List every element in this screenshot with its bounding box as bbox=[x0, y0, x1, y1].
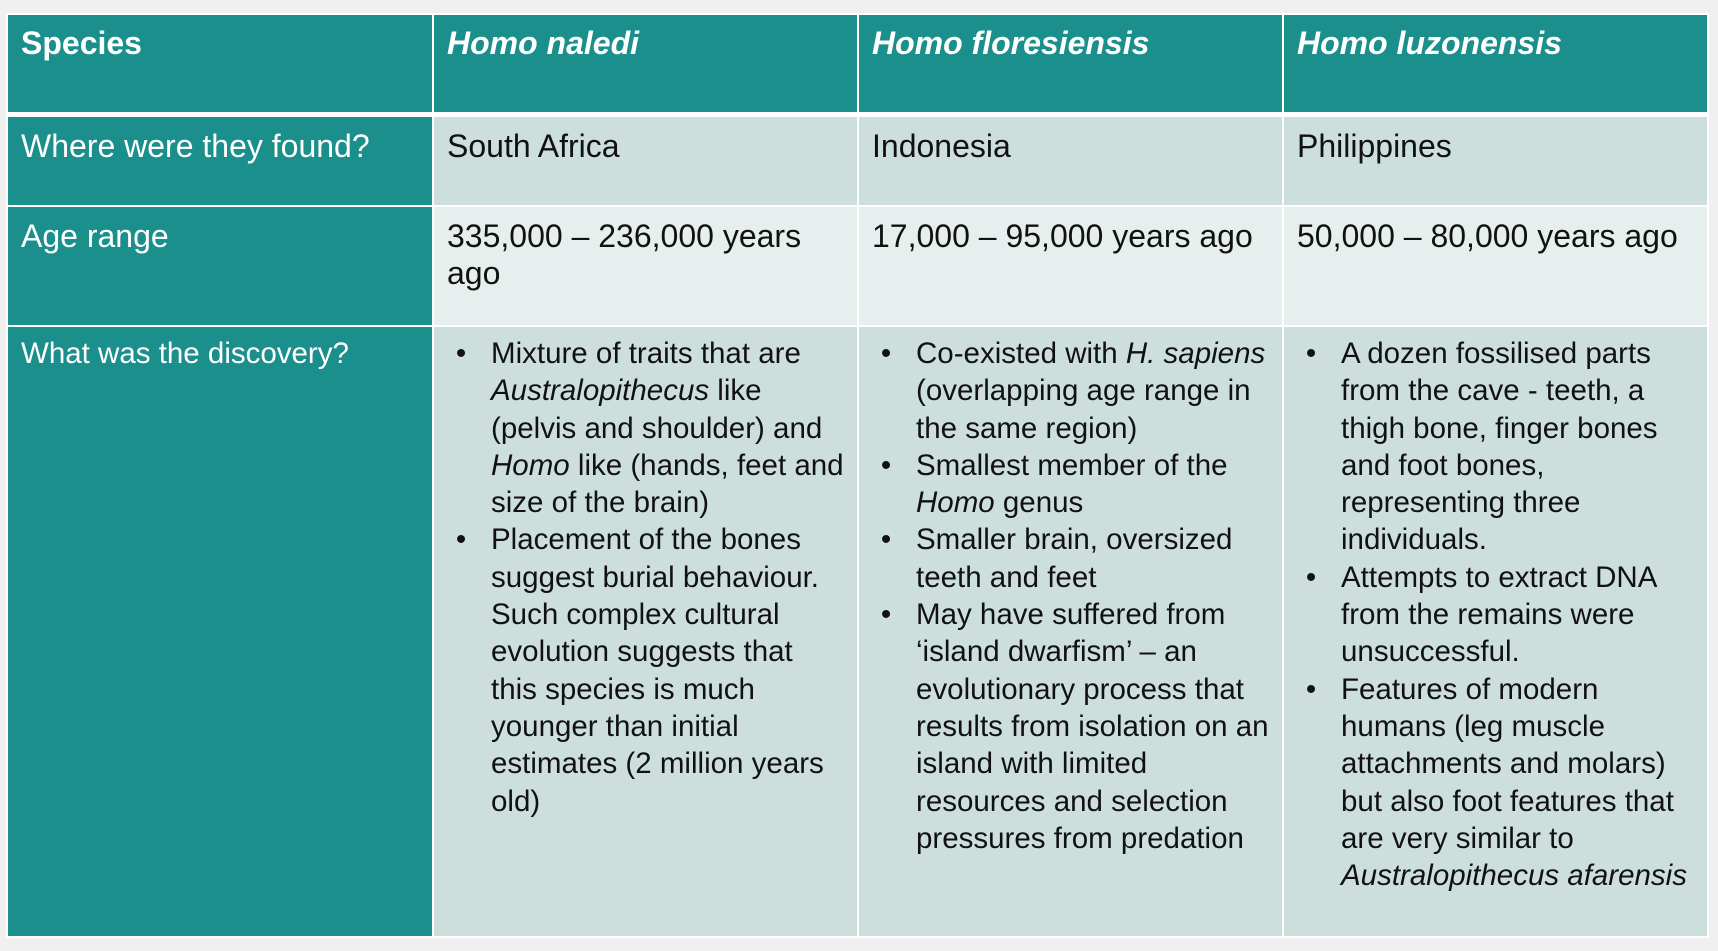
naledi-discovery: • Mixture of traits that are Australopit… bbox=[432, 325, 859, 938]
text: May have suffered from ‘island dwarfism’… bbox=[916, 598, 1269, 855]
text: A dozen fossilised parts from the cave -… bbox=[1341, 337, 1658, 557]
text: genus bbox=[994, 486, 1084, 520]
header-row: Species Homo naledi Homo floresiensis Ho… bbox=[6, 13, 1709, 117]
bullet-icon: • bbox=[1305, 560, 1317, 594]
bullet-icon: • bbox=[880, 523, 892, 557]
text: like (hands, feet and size of the brain) bbox=[491, 448, 844, 520]
text: Co-existed with bbox=[916, 337, 1126, 370]
row-age-range: Age range 335,000 – 236,000 years ago 17… bbox=[6, 205, 1709, 327]
naledi-discovery-list: • Mixture of traits that are Australopit… bbox=[447, 335, 845, 820]
naledi-location: South Africa bbox=[432, 113, 859, 207]
text: Smallest member of the bbox=[916, 448, 1228, 482]
luzonensis-age-range: 50,000 – 80,000 years ago bbox=[1282, 205, 1709, 327]
list-item: • Mixture of traits that are Australopit… bbox=[447, 335, 845, 521]
text: (overlapping age range in the same regio… bbox=[916, 374, 1251, 445]
luzonensis-discovery-list: • A dozen fossilised parts from the cave… bbox=[1297, 335, 1695, 894]
text: Attempts to extract DNA from the remains… bbox=[1341, 560, 1656, 669]
list-item: • Smaller brain, oversized teeth and fee… bbox=[872, 521, 1270, 596]
floresiensis-age-range: 17,000 – 95,000 years ago bbox=[857, 205, 1284, 327]
text: Features of modern humans (leg muscle at… bbox=[1341, 672, 1674, 855]
luzonensis-discovery: • A dozen fossilised parts from the cave… bbox=[1282, 325, 1709, 938]
italic-term: Homo bbox=[491, 448, 570, 482]
bullet-icon: • bbox=[1305, 337, 1317, 370]
floresiensis-location: Indonesia bbox=[857, 113, 1284, 207]
comparison-table: Species Homo naledi Homo floresiensis Ho… bbox=[6, 13, 1709, 938]
list-item: • May have suffered from ‘island dwarfis… bbox=[872, 596, 1270, 857]
naledi-age-range: 335,000 – 236,000 years ago bbox=[432, 205, 859, 327]
text: Smaller brain, oversized teeth and feet bbox=[916, 523, 1233, 594]
bullet-icon: • bbox=[880, 448, 892, 482]
header-homo-luzonensis: Homo luzonensis bbox=[1282, 13, 1709, 117]
bullet-icon: • bbox=[880, 337, 892, 370]
list-item: • Features of modern humans (leg muscle … bbox=[1297, 671, 1695, 895]
row-discovery: What was the discovery? • Mixture of tra… bbox=[6, 325, 1709, 938]
species-comparison-table: Species Homo naledi Homo floresiensis Ho… bbox=[6, 13, 1709, 938]
list-item: • Attempts to extract DNA from the remai… bbox=[1297, 559, 1695, 671]
bullet-icon: • bbox=[1305, 672, 1317, 706]
row-label-age-range: Age range bbox=[6, 205, 434, 327]
text: like (pelvis and shoulder) and bbox=[491, 374, 823, 445]
list-item: • Smallest member of the Homo genus bbox=[872, 447, 1270, 522]
row-where-found: Where were they found? South Africa Indo… bbox=[6, 113, 1709, 207]
row-label-discovery: What was the discovery? bbox=[6, 325, 434, 938]
header-species-label: Species bbox=[6, 13, 434, 117]
header-homo-floresiensis: Homo floresiensis bbox=[857, 13, 1284, 117]
text: Mixture of traits that are bbox=[491, 337, 801, 370]
italic-term: H. sapiens bbox=[1125, 337, 1266, 370]
luzonensis-location: Philippines bbox=[1282, 113, 1709, 207]
list-item: • A dozen fossilised parts from the cave… bbox=[1297, 335, 1695, 559]
floresiensis-discovery: • Co-existed with H. sapiens (overlappin… bbox=[857, 325, 1284, 938]
header-homo-naledi: Homo naledi bbox=[432, 13, 859, 117]
bullet-icon: • bbox=[455, 337, 467, 370]
list-item: • Placement of the bones suggest burial … bbox=[447, 521, 845, 819]
italic-term: Homo bbox=[916, 486, 995, 520]
italic-term: Australopithecus bbox=[491, 374, 710, 408]
text: Placement of the bones suggest burial be… bbox=[491, 523, 824, 818]
row-label-where-found: Where were they found? bbox=[6, 113, 434, 207]
italic-term: Australopithecus afarensis bbox=[1341, 859, 1687, 893]
floresiensis-discovery-list: • Co-existed with H. sapiens (overlappin… bbox=[872, 335, 1270, 857]
bullet-icon: • bbox=[455, 523, 467, 557]
bullet-icon: • bbox=[880, 598, 892, 632]
list-item: • Co-existed with H. sapiens (overlappin… bbox=[872, 335, 1270, 447]
